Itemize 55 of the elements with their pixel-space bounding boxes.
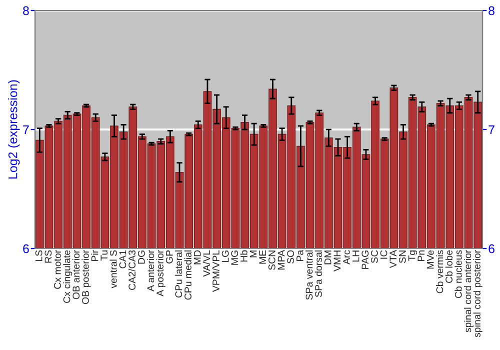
x-tick-label: VTA	[390, 250, 396, 268]
y2-tick-label: 6	[488, 244, 494, 254]
x-tick-label: CPu medial	[184, 250, 192, 300]
x-tick-label: Cx motor	[54, 250, 61, 289]
x-tick-label: Pa	[296, 250, 304, 261]
x-tick-label: Cb nucleus	[454, 250, 462, 298]
x-tick-label: SPa dorsal	[314, 250, 322, 297]
x-tick-label: Pir	[91, 250, 98, 261]
x-tick-label: CA2/CA3	[128, 250, 136, 290]
x-tick-label: MVe	[427, 250, 434, 269]
x-tick-label: Cb vermis	[436, 250, 444, 294]
x-tick-label: DM	[324, 250, 332, 264]
x-tick-label: Pn	[418, 250, 424, 261]
x-tick-label: spinal cord anterior	[464, 250, 474, 332]
x-tick-label: SO	[287, 250, 294, 264]
x-tick-label: Cb lobe	[445, 250, 452, 283]
x-tick-label: VPM/VPL	[212, 250, 220, 292]
x-tick-label: CPu lateral	[174, 250, 182, 298]
x-tick-label: A anterior	[147, 250, 154, 292]
x-tick-label: SPa ventral	[305, 250, 313, 300]
x-tick-label: A posterior	[156, 250, 166, 296]
x-tick-label: SN	[398, 250, 406, 263]
x-tick-label: MG	[231, 250, 238, 265]
x-tick-label: OB anterior	[72, 250, 80, 300]
x-tick-label: GP	[166, 250, 173, 264]
x-tick-label: SCN	[268, 250, 276, 270]
x-tick-label: LH	[352, 250, 360, 262]
x-tick-label: Cx cingulate	[63, 250, 72, 303]
x-tick-label: MPA	[278, 250, 285, 270]
x-tick-label: DG	[138, 250, 145, 264]
x-tick-label: OB posterior	[82, 250, 91, 304]
y2-tick-label: 8	[488, 6, 494, 16]
y-axis-title: Log2 (expression)	[8, 80, 20, 178]
x-tick-label: PAG	[362, 250, 369, 269]
x-tick-label: IC	[380, 250, 388, 259]
y-tick-label: 8	[23, 6, 29, 16]
x-tick-label: LS	[35, 250, 42, 261]
x-tick-label: LG	[222, 250, 229, 262]
x-tick-label: Hb	[240, 250, 248, 262]
x-tick-label: Tg	[408, 250, 418, 262]
y2-tick-label: 7	[488, 125, 494, 134]
x-tick-label: ME	[259, 250, 266, 264]
x-tick-label: Arc	[343, 250, 350, 264]
x-tick-label: MD	[194, 250, 201, 264]
x-tick-label: ventral S	[110, 250, 117, 288]
x-tick-label: VMH	[334, 250, 341, 272]
y-tick-label: 7	[23, 125, 29, 134]
y-tick-label: 6	[23, 244, 29, 254]
x-tick-label: VA/VL	[202, 250, 210, 277]
x-tick-label: CA1	[119, 250, 126, 268]
x-tick-label: SC	[371, 250, 378, 263]
x-tick-label: Tu	[100, 250, 108, 261]
x-tick-label: M	[250, 250, 257, 258]
x-tick-label: spinal cord posterior	[473, 250, 482, 338]
x-tick-label: RS	[44, 250, 52, 263]
